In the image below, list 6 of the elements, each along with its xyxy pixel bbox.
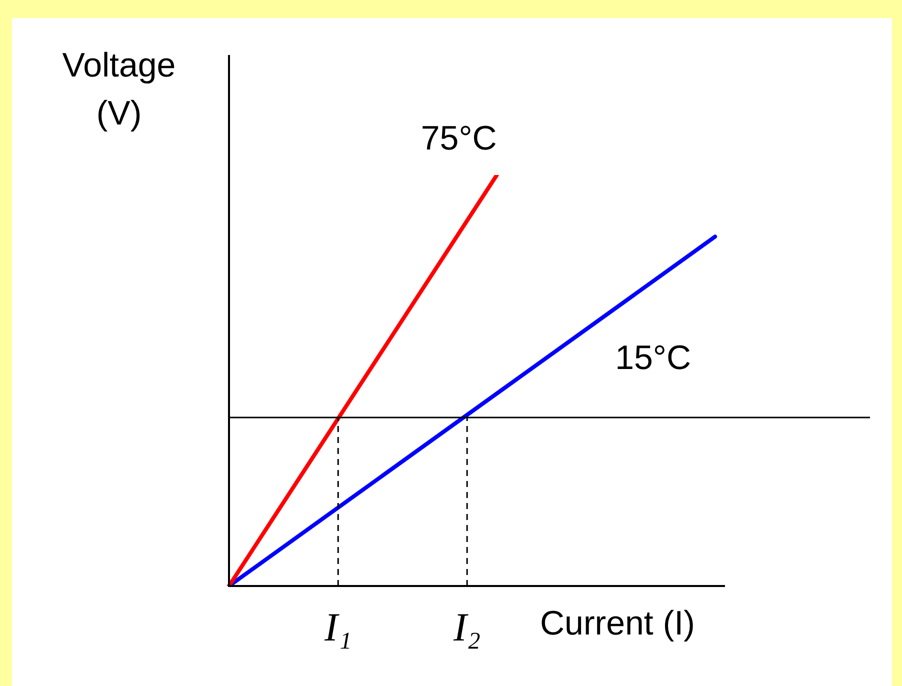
x-axis-title: Current (I) [540, 604, 695, 642]
x-tick-label: I₂ [452, 604, 481, 650]
x-tick-label: I₁ [324, 604, 352, 650]
series-label: 15°C [615, 339, 692, 378]
y-axis-title: Voltage (V) [62, 46, 176, 132]
series-label: 75°C [420, 119, 497, 158]
